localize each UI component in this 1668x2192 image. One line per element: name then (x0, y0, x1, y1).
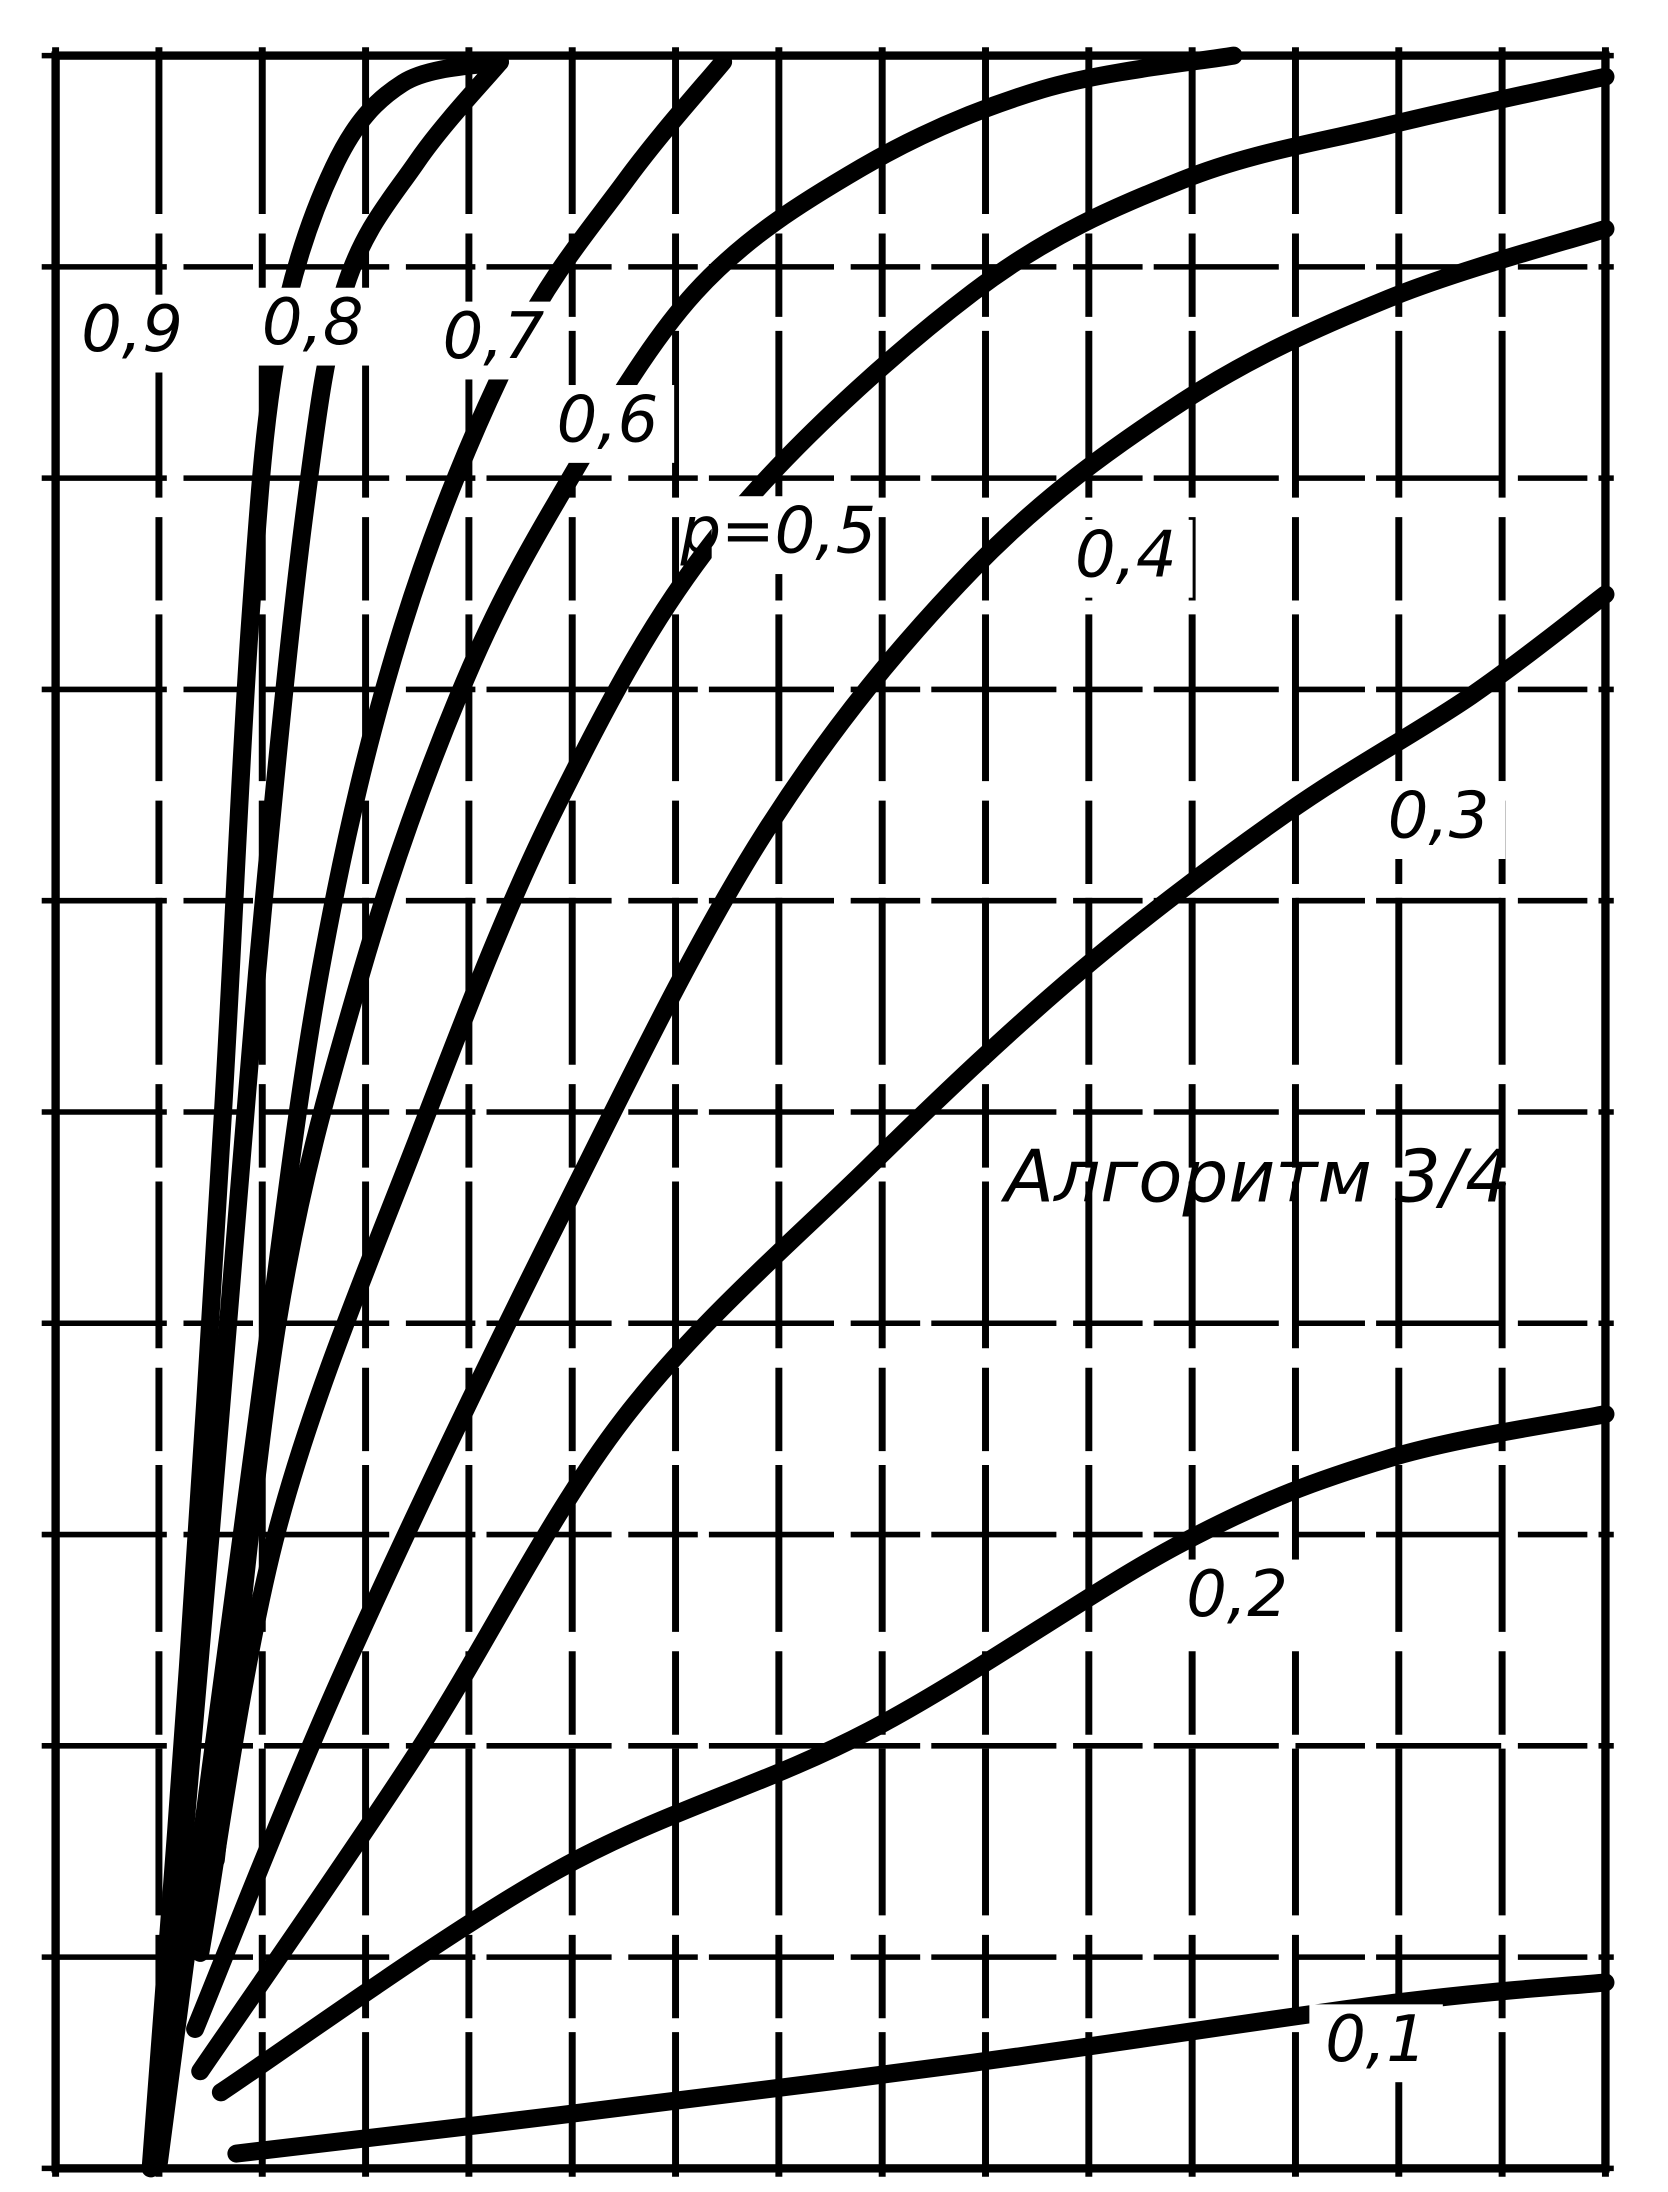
curve-label-bg (1309, 2004, 1443, 2083)
curve-label-bg (540, 385, 675, 463)
curve-label-bg (246, 287, 380, 366)
curve-label: 0,4 (1075, 518, 1177, 592)
curve-label-bg (711, 496, 846, 575)
curve-label: 0,3 (1388, 780, 1490, 854)
curve (211, 1405, 1615, 2102)
curve (149, 52, 733, 2172)
curve-label: 0,9 (81, 293, 183, 367)
curve-label: 0,7 (443, 300, 545, 374)
curve (146, 52, 509, 2172)
curve-label-bg (1059, 519, 1193, 598)
curve (191, 585, 1615, 2081)
curve (186, 219, 1615, 2038)
curve-label-bg (1170, 1559, 1304, 1638)
curve (191, 67, 1615, 1962)
curve-label: 0,2 (1186, 1558, 1288, 1632)
curve (206, 46, 1243, 1869)
annotation: Алгоритм 3/4 (1001, 1135, 1512, 1219)
curve-label: 0,1 (1325, 2003, 1427, 2077)
curve-label-bg (65, 294, 199, 373)
curve-label: 0,8 (262, 286, 364, 360)
frame (51, 51, 1610, 2173)
curve-label-bg (1371, 781, 1506, 860)
curve (227, 1973, 1615, 2163)
curve-label-bg (426, 301, 561, 380)
curve-label: 0,6 (557, 384, 659, 458)
curve-label: p=0,5 (680, 495, 877, 569)
curve (141, 52, 509, 2178)
